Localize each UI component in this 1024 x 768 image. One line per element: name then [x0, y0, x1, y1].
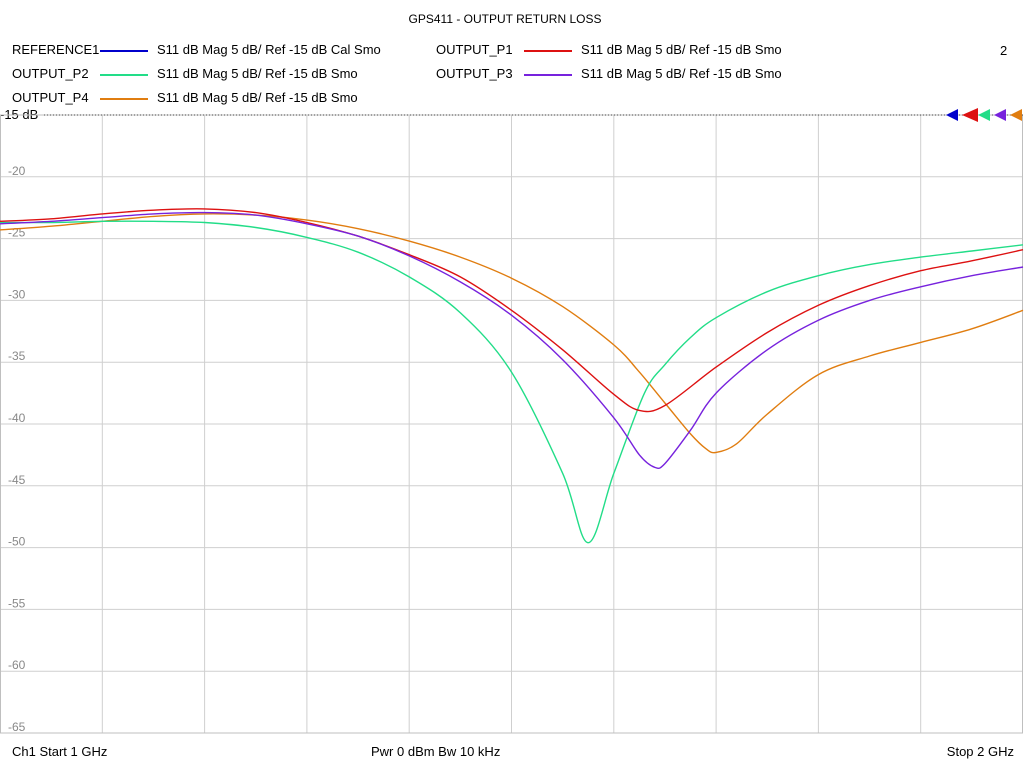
reference-marker-icon-output-p3: [994, 109, 1006, 121]
legend-name: REFERENCE1: [12, 42, 100, 57]
legend-name: OUTPUT_P1: [436, 42, 513, 57]
trace-output-p2: [0, 220, 1024, 544]
y-tick-label: -60: [8, 658, 26, 672]
chart-title: GPS411 - OUTPUT RETURN LOSS: [408, 12, 602, 26]
y-tick-label: -30: [8, 287, 26, 301]
legend-line-swatch: [100, 50, 148, 52]
legend-name: OUTPUT_P2: [12, 66, 89, 81]
channel-number: 2: [1000, 43, 1008, 58]
plot-area[interactable]: -20-25-30-35-40-45-50-55-60-65: [0, 0, 1024, 740]
legend-line-swatch: [100, 98, 148, 100]
trace-output-p4: [0, 213, 1024, 454]
reference-marker-icon-output-p2: [978, 109, 990, 121]
legend-line-swatch: [524, 74, 572, 76]
legend-name: OUTPUT_P4: [12, 90, 89, 105]
y-tick-label: -35: [8, 349, 26, 363]
legend-description: S11 dB Mag 5 dB/ Ref -15 dB Smo: [581, 42, 782, 57]
y-tick-label: -45: [8, 473, 26, 487]
footer-power-bandwidth: Pwr 0 dBm Bw 10 kHz: [371, 744, 501, 759]
legend-description: S11 dB Mag 5 dB/ Ref -15 dB Smo: [157, 66, 358, 81]
reference-marker-icon-output-p4: [1010, 109, 1022, 121]
legend-line-swatch: [100, 74, 148, 76]
y-tick-label: -65: [8, 720, 26, 734]
legend-description: S11 dB Mag 5 dB/ Ref -15 dB Smo: [581, 66, 782, 81]
legend-line-swatch: [524, 50, 572, 52]
plot-frame: [0, 114, 1023, 734]
y-tick-label: -55: [8, 596, 26, 610]
y-tick-label: -50: [8, 535, 26, 549]
legend-name: OUTPUT_P3: [436, 66, 513, 81]
trace-output-p3: [0, 211, 1024, 470]
footer-stop: Stop 2 GHz: [946, 744, 1014, 759]
trace-output-p1: [0, 208, 1024, 413]
legend-description: S11 dB Mag 5 dB/ Ref -15 dB Smo: [157, 90, 358, 105]
y-tick-label: -20: [8, 164, 26, 178]
reference-marker-icon-output-p1: [962, 108, 978, 122]
reference-marker-icon-reference1: [946, 109, 958, 121]
y-tick-label: -40: [8, 411, 26, 425]
legend-description: S11 dB Mag 5 dB/ Ref -15 dB Cal Smo: [157, 42, 381, 57]
footer-start: Ch1 Start 1 GHz: [12, 744, 108, 759]
